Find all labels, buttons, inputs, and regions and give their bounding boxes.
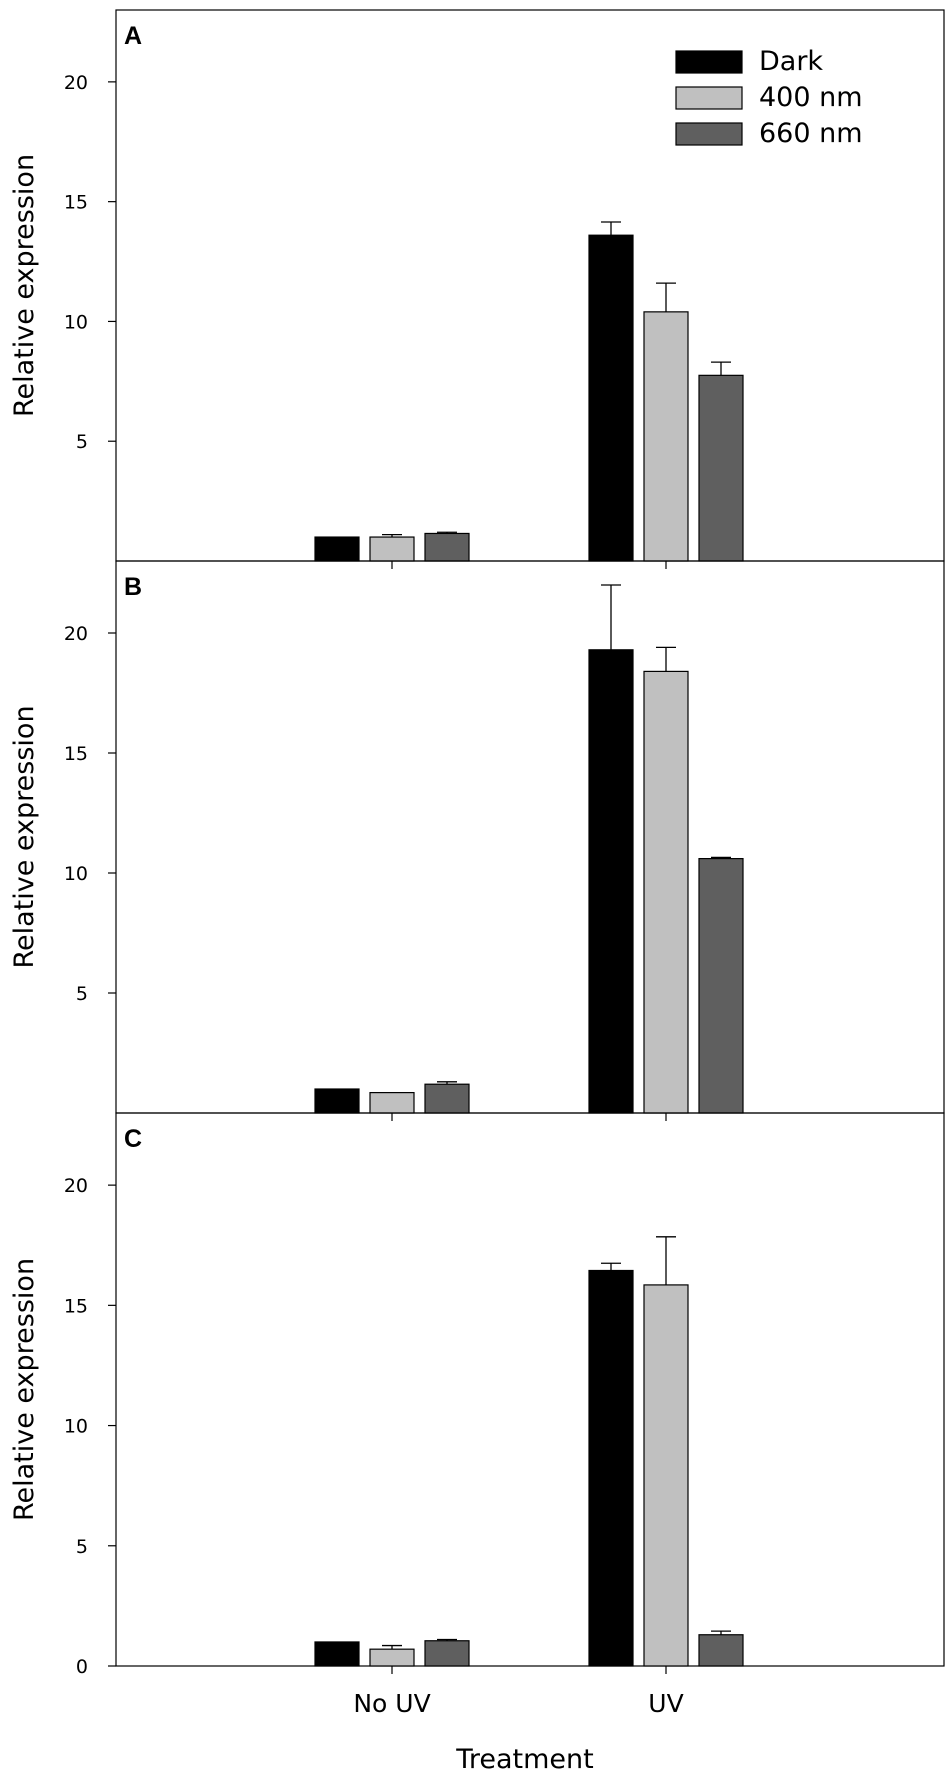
bar-dark-uv [588, 234, 634, 562]
legend-swatch [675, 122, 743, 146]
y-tick-label: 10 [64, 311, 88, 333]
bar-dark-no-uv [314, 1088, 360, 1114]
x-tick-label: UV [648, 1689, 683, 1718]
bar-dark-no-uv [314, 536, 360, 562]
legend-swatch [675, 50, 743, 74]
y-tick-label: 5 [76, 983, 88, 1005]
legend-label: 400 nm [759, 82, 863, 113]
legend-swatch [675, 86, 743, 110]
bar-400-nm-uv [643, 1284, 689, 1667]
bar-660-nm-no-uv [424, 532, 470, 562]
panel-frame [115, 560, 945, 1114]
y-tick-label: 5 [76, 1536, 88, 1558]
y-tick-label: 15 [64, 1295, 88, 1317]
bar-400-nm-uv [643, 311, 689, 562]
y-tick-label: 0 [76, 1656, 88, 1678]
y-tick-label: 20 [64, 623, 88, 645]
panel-label: B [124, 573, 142, 601]
legend-label: 660 nm [759, 118, 863, 149]
legend-label: Dark [759, 46, 823, 77]
bar-400-nm-no-uv [369, 536, 415, 562]
panel-frame [115, 1112, 945, 1667]
bar-660-nm-no-uv [424, 1083, 470, 1114]
bar-dark-uv [588, 649, 634, 1114]
x-axis-title: Treatment [455, 1744, 593, 1775]
y-tick-label: 20 [64, 1175, 88, 1197]
y-axis-title: Relative expression [9, 154, 40, 417]
bar-400-nm-uv [643, 670, 689, 1114]
y-tick-label: 10 [64, 863, 88, 885]
bar-660-nm-uv [698, 1634, 744, 1667]
y-tick-label: 15 [64, 192, 88, 214]
y-tick-label: 15 [64, 743, 88, 765]
bar-400-nm-no-uv [369, 1091, 415, 1114]
x-tick-label: No UV [353, 1689, 430, 1718]
bar-dark-uv [588, 1269, 634, 1667]
y-tick-label: 5 [76, 431, 88, 453]
bar-400-nm-no-uv [369, 1648, 415, 1667]
bar-660-nm-uv [698, 857, 744, 1114]
panel-label: C [124, 1125, 142, 1153]
y-axis-title: Relative expression [9, 705, 40, 968]
y-tick-label: 20 [64, 72, 88, 94]
panel-label: A [124, 22, 142, 50]
bar-660-nm-uv [698, 374, 744, 562]
bar-dark-no-uv [314, 1641, 360, 1667]
y-axis-title: Relative expression [9, 1258, 40, 1521]
bar-660-nm-no-uv [424, 1640, 470, 1667]
y-tick-label: 10 [64, 1416, 88, 1438]
